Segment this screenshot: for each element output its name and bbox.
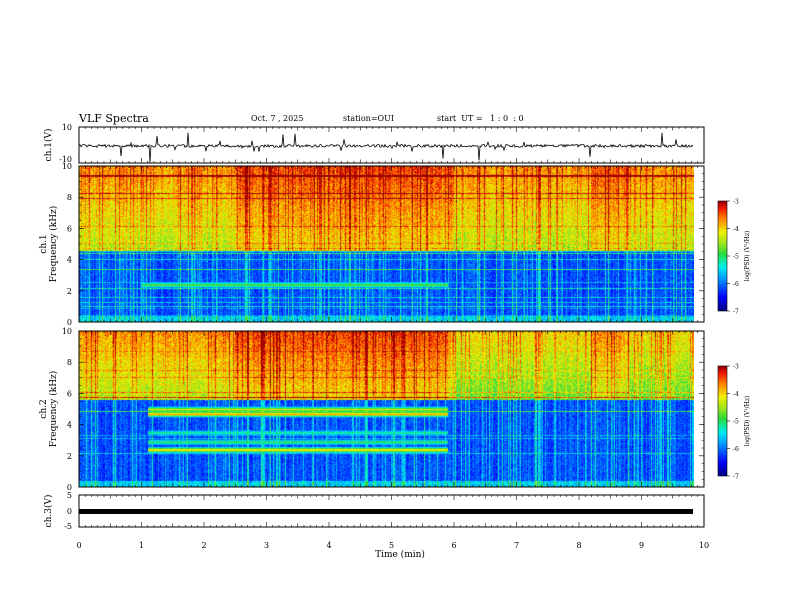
station-label: station=OUI [343, 114, 394, 123]
colorbar-tick-label: -3 [733, 199, 739, 206]
ch1-spectrogram-panel: 0 2 4 6 8 10 ch.1 Frequency (kHz) [39, 162, 705, 327]
ch1-ytick-top: 10 [62, 123, 72, 132]
time-tick-label: 8 [576, 541, 581, 550]
ch3-ytick-bottom: -5 [64, 522, 72, 531]
frequency-tick-label: 0 [67, 483, 72, 492]
ch3-waveform-trace [79, 509, 693, 514]
ch1-xticks [78, 127, 705, 163]
time-tick-label: 10 [699, 541, 709, 550]
ch2-colorbar-gradient [718, 366, 727, 476]
ch1-spectrogram-xticks [78, 166, 705, 322]
ch3-ytick-middle: 0 [67, 507, 72, 516]
ch1-colorbar-label: log(PSD) (V²/Hz) [744, 231, 751, 282]
frequency-tick-label: 10 [62, 162, 72, 171]
ch2-spectrogram-xticks [78, 331, 705, 487]
colorbar-tick-label: -4 [733, 226, 739, 233]
time-axis-label: Time (min) [375, 549, 425, 560]
ch2-spectrogram-image [79, 331, 694, 487]
ch1-colorbar: -3 -4 -5 -6 -7 log(PSD) (V²/Hz) [717, 199, 751, 316]
ch3-ylabel: ch.3(V) [43, 495, 54, 528]
date-label: Oct. 7 , 2025 [251, 114, 304, 123]
ch2-spectrogram-ylabel-channel: ch.2 [39, 399, 49, 418]
frequency-tick-label: 4 [67, 421, 72, 430]
colorbar-tick-label: -6 [733, 281, 739, 288]
time-tick-label: 3 [264, 541, 269, 550]
time-tick-label: 6 [451, 541, 456, 550]
frequency-tick-label: 6 [67, 389, 72, 398]
ch2-spectrogram-yticks: 0 2 4 6 8 10 [62, 327, 704, 492]
frequency-tick-label: 10 [62, 327, 72, 336]
ch1-ytick-bottom: -10 [59, 155, 72, 164]
ch1-colorbar-gradient [718, 201, 727, 311]
ch3-xticks [78, 495, 705, 527]
time-tick-label: 7 [514, 541, 519, 550]
time-tick-label: 2 [201, 541, 206, 550]
ch2-colorbar-label: log(PSD) (V²/Hz) [744, 396, 751, 447]
ch1-spectrogram-image [79, 166, 694, 322]
figure-title: VLF Spectra [79, 112, 149, 125]
colorbar-tick-label: -7 [733, 474, 739, 481]
ch3-ytick-top: 5 [67, 491, 72, 500]
ch2-colorbar: -3 -4 -5 -6 -7 log(PSD) (V²/Hz) [717, 364, 751, 481]
ch1-colorbar-ticks: -3 -4 -5 -6 -7 [727, 199, 739, 316]
colorbar-tick-label: -6 [733, 446, 739, 453]
ch2-spectrogram-panel: 0 2 4 6 8 10 ch.2 Frequency (kHz) [39, 327, 705, 492]
start-time-label: start UT = 1 : 0 : 0 [437, 114, 524, 123]
time-tick-label: 1 [139, 541, 144, 550]
ch2-spectrogram-ylabel-frequency: Frequency (kHz) [48, 371, 59, 448]
ch1-waveform-trace [78, 132, 694, 163]
frequency-tick-label: 2 [67, 287, 72, 296]
ch1-ylabel: ch.1(V) [43, 129, 54, 162]
time-tick-label: 9 [639, 541, 644, 550]
frequency-tick-label: 6 [67, 224, 72, 233]
colorbar-tick-label: -3 [733, 364, 739, 371]
ch2-colorbar-ticks: -3 -4 -5 -6 -7 [727, 364, 739, 481]
frequency-tick-label: 8 [67, 358, 72, 367]
time-tick-label: 0 [76, 541, 81, 550]
time-tick-label: 5 [389, 541, 394, 550]
colorbar-tick-label: -7 [733, 309, 739, 316]
colorbar-tick-label: -4 [733, 391, 739, 398]
frequency-tick-label: 4 [67, 256, 72, 265]
ch3-waveform-panel: 5 0 -5 ch.3(V) [43, 491, 705, 531]
time-tick-label: 4 [326, 541, 331, 550]
colorbar-tick-label: -5 [733, 419, 739, 426]
ch1-waveform-panel: 10 -10 ch.1(V) [43, 123, 705, 164]
frequency-tick-label: 0 [67, 318, 72, 327]
frequency-tick-label: 8 [67, 193, 72, 202]
colorbar-tick-label: -5 [733, 254, 739, 261]
time-axis-tick-labels: 0 1 2 3 4 5 6 7 8 9 10 [76, 541, 709, 550]
ch1-spectrogram-ylabel-channel: ch.1 [39, 234, 49, 253]
ch1-spectrogram-ylabel-frequency: Frequency (kHz) [48, 206, 59, 283]
frequency-tick-label: 2 [67, 452, 72, 461]
ch1-spectrogram-yticks: 0 2 4 6 8 10 [62, 162, 704, 327]
